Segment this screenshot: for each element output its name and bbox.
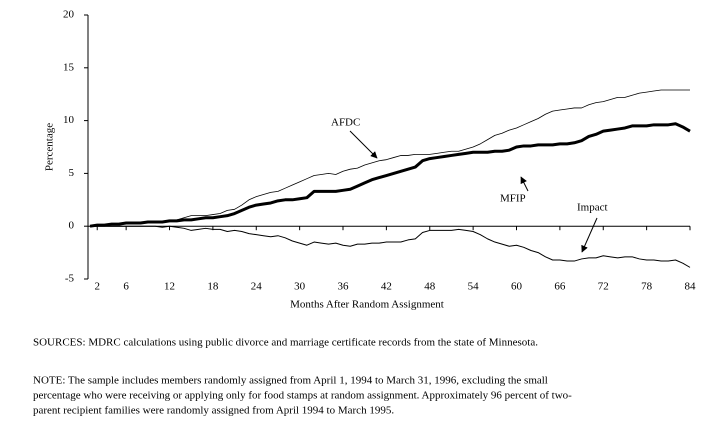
note-line: NOTE: The sample includes members random… [33,375,548,387]
x-tick-label: 6 [123,281,129,293]
y-tick-label: 20 [63,9,75,21]
x-tick-label: 24 [251,281,263,293]
x-tick-label: 66 [554,281,566,293]
series-line [90,225,691,268]
x-tick-label: 84 [685,281,697,293]
x-tick-label: 60 [511,281,523,293]
x-tick-label: 78 [641,281,653,293]
annotation: AFDC [331,117,360,129]
x-tick-label: 30 [294,281,306,293]
y-tick-label: 10 [63,114,75,126]
x-tick-label: 18 [207,281,219,293]
sources-note: SOURCES: MDRC calculations using public … [33,337,538,349]
y-tick-label: 5 [69,167,75,179]
y-tick-label: 0 [69,220,75,232]
x-tick-label: 48 [424,281,436,293]
x-tick-label: 54 [468,281,480,293]
annotation-arrow [520,176,529,192]
x-tick-label: 42 [381,281,392,293]
series-line [89,122,691,228]
annotation: MFIP [500,193,526,205]
x-tick-label: 36 [338,281,350,293]
y-tick-label: -5 [65,273,75,285]
x-tick-label: 72 [598,281,609,293]
x-tick-label: 2 [94,281,100,293]
note-line: percentage who were receiving or applyin… [33,390,572,402]
y-axis-title: Percentage [44,123,56,171]
annotation-arrow [349,130,378,159]
y-tick-label: 15 [63,61,75,73]
note-line: parent recipient families were randomly … [33,405,394,417]
x-tick-label: 12 [164,281,175,293]
x-axis-title: Months After Random Assignment [290,299,444,311]
annotation: Impact [577,202,608,214]
annotation-arrow [581,217,598,253]
series-line [89,89,690,227]
